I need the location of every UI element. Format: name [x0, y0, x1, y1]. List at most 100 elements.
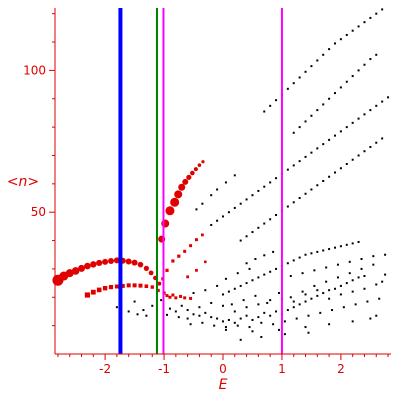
series-3-point-107: [227, 318, 230, 321]
series-3-point-129: [357, 276, 360, 279]
series-2-point-10: [138, 283, 143, 288]
series-3-point-51: [375, 12, 378, 15]
series-3-point-4: [227, 211, 230, 214]
series-3-point-144: [331, 309, 334, 312]
series-3-point-135: [224, 326, 227, 329]
x-tick-label-3: 0: [219, 362, 227, 376]
series-3-point-94: [357, 154, 360, 157]
series-1-point-9: [102, 258, 109, 265]
series-2-point-25: [177, 254, 181, 258]
series-1-point-19: [157, 281, 162, 286]
y-axis-title: <n>: [7, 174, 39, 190]
series-3-point-70: [210, 194, 213, 197]
series-3-point-64: [357, 69, 360, 72]
series-3-point-157: [269, 270, 272, 273]
series-3-point-22: [334, 134, 336, 137]
series-1-point-21: [161, 219, 170, 228]
series-3-point-76: [251, 231, 254, 234]
series-3-point-173: [245, 262, 248, 265]
series-1-point-22: [165, 206, 175, 216]
series-3-point-136: [236, 324, 239, 327]
series-3-point-21: [328, 138, 331, 141]
series-3-point-33: [269, 104, 272, 107]
series-3-point-238: [307, 331, 310, 334]
series-3-point-97: [375, 141, 378, 144]
series-2-point-30: [186, 275, 190, 279]
series-3-point-169: [339, 245, 342, 248]
series-3-point-114: [269, 314, 272, 317]
series-1-point-7: [90, 261, 97, 268]
series-3-point-200: [192, 292, 195, 295]
series-3-point-15: [292, 164, 295, 167]
series-3-point-194: [325, 280, 328, 283]
series-3-point-77: [257, 226, 260, 229]
series-3-point-46: [345, 33, 348, 36]
series-3-point-105: [216, 317, 219, 320]
series-3-point-102: [198, 314, 201, 317]
series-3-point-55: [304, 120, 307, 123]
series-1-point-13: [125, 258, 132, 265]
series-1-point-26: [182, 178, 189, 185]
series-3-point-69: [201, 202, 204, 205]
series-3-point-221: [363, 287, 366, 290]
series-3-point-98: [381, 137, 384, 140]
series-3-point-100: [186, 309, 189, 312]
series-3-point-168: [334, 246, 336, 249]
series-3-point-17: [304, 155, 307, 158]
series-3-point-40: [310, 65, 313, 68]
series-3-point-113: [263, 311, 266, 314]
series-3-point-120: [304, 300, 307, 303]
series-3-point-224: [166, 313, 168, 316]
series-1-point-6: [84, 262, 91, 270]
x-tick-label-1: -2: [99, 362, 111, 376]
series-1-point-28: [190, 170, 195, 176]
y-tick-label-1: 50: [31, 205, 46, 219]
series-3-point-43: [328, 48, 331, 51]
series-3-point-39: [304, 70, 307, 73]
series-3-point-16: [298, 160, 301, 163]
series-3-point-153: [245, 282, 248, 285]
series-3-point-176: [272, 250, 275, 253]
series-3-point-88: [322, 180, 325, 182]
series-3-point-245: [133, 300, 136, 303]
series-3-point-121: [310, 297, 313, 300]
series-3-point-179: [313, 269, 316, 272]
series-2-point-27: [189, 244, 193, 248]
series-3-point-184: [372, 255, 375, 258]
series-3-point-10: [263, 185, 266, 188]
series-3-point-134: [213, 324, 216, 327]
series-3-point-167: [328, 248, 331, 251]
series-3-point-11: [269, 181, 272, 184]
series-3-point-104: [210, 316, 213, 319]
series-3-point-131: [168, 307, 171, 310]
series-3-point-183: [360, 257, 363, 260]
series-3-point-233: [369, 317, 372, 320]
series-3-point-117: [286, 309, 289, 312]
series-3-point-65: [363, 63, 366, 66]
series-3-point-199: [384, 273, 387, 276]
series-3-point-95: [363, 150, 366, 153]
series-3-point-222: [375, 283, 378, 286]
series-3-point-83: [292, 201, 295, 204]
axes: -2 -1 0 1 2 50 100: [23, 8, 391, 376]
series-3-point-78: [263, 222, 266, 225]
series-3-point-41: [316, 59, 319, 62]
series-3-point-164: [310, 252, 313, 255]
series-2-point-31: [195, 268, 198, 272]
series-3-point-87: [316, 184, 319, 187]
series-3-point-108: [233, 321, 236, 324]
series-3-point-32: [263, 110, 266, 113]
series-3-point-166: [322, 249, 325, 252]
series-3-point-202: [216, 284, 219, 287]
series-1-point-5: [78, 264, 86, 272]
series-3-point-181: [336, 263, 339, 266]
series-3-point-20: [322, 143, 325, 146]
series-1-point-30: [197, 163, 202, 167]
series-3-point-28: [369, 109, 372, 112]
series-1-point-14: [131, 259, 138, 266]
series-3-point-106: [222, 320, 224, 323]
series-3-point-156: [263, 273, 266, 276]
series-3-point-101: [192, 313, 195, 316]
series-3-point-127: [345, 282, 348, 285]
